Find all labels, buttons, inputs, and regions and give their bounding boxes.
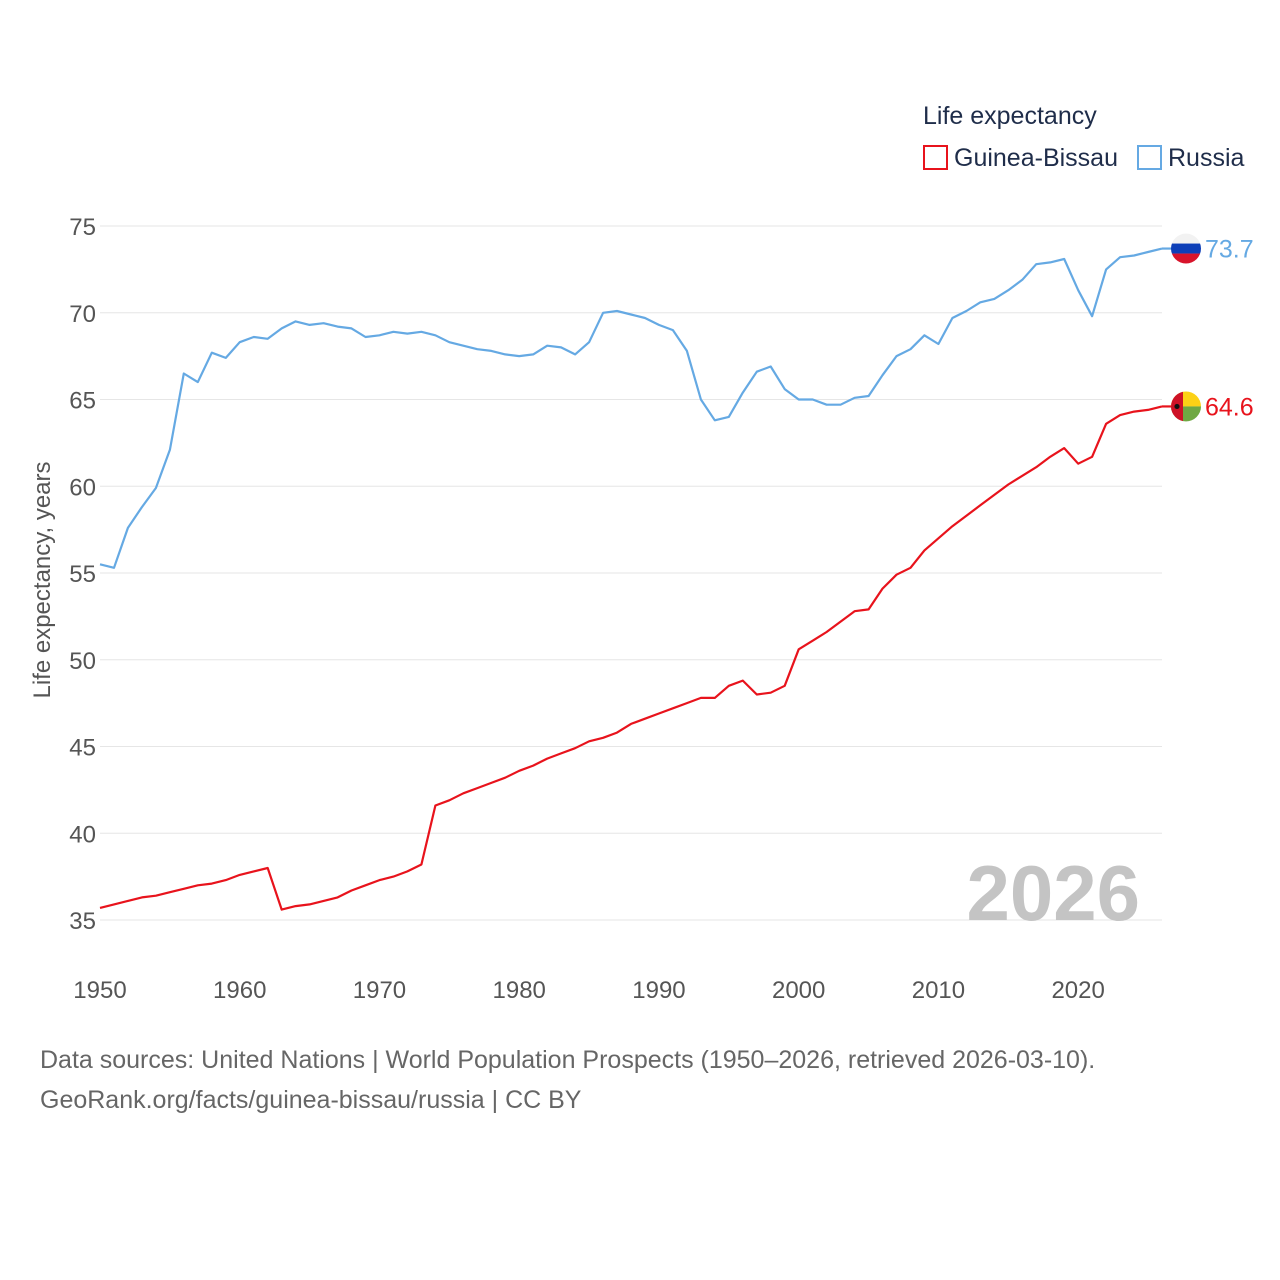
x-tick-label: 1980 <box>493 977 546 1004</box>
source-note: Data sources: United Nations | World Pop… <box>40 1040 1095 1120</box>
legend-title: Life expectancy <box>923 102 1097 130</box>
x-tick-label: 2010 <box>912 977 965 1004</box>
y-axis: 35 40 45 50 55 60 65 70 75 <box>69 214 96 935</box>
legend-label-guinea-bissau: Guinea-Bissau <box>954 144 1118 172</box>
series-line-guinea-bissau[interactable] <box>99 405 1163 911</box>
russia-flag-icon <box>1171 233 1201 264</box>
x-tick-label: 1970 <box>353 977 406 1004</box>
legend-item-guinea-bissau[interactable]: Guinea-Bissau <box>923 144 1118 172</box>
y-tick-label: 50 <box>69 648 96 675</box>
year-watermark: 2026 <box>966 849 1140 937</box>
legend-swatch-russia <box>1137 145 1162 170</box>
legend-label-russia: Russia <box>1168 144 1245 172</box>
end-label-russia: 73.7 <box>1205 236 1254 264</box>
life-expectancy-chart: 35 40 45 50 55 60 65 70 75 1950 1960 1970 1980 1990 2… <box>29 102 1254 1004</box>
x-tick-label: 2000 <box>772 977 825 1004</box>
y-tick-label: 40 <box>69 821 96 848</box>
x-tick-label: 2020 <box>1051 977 1104 1004</box>
source-line-2[interactable]: GeoRank.org/facts/guinea-bissau/russia |… <box>40 1086 582 1114</box>
x-tick-label: 1950 <box>73 977 126 1004</box>
series-lines <box>99 247 1163 911</box>
legend-swatch-guinea-bissau <box>923 145 948 170</box>
end-label-guinea-bissau: 64.6 <box>1205 393 1254 421</box>
y-tick-label: 45 <box>69 735 96 762</box>
gridlines <box>100 225 1162 921</box>
y-tick-label: 35 <box>69 908 96 935</box>
y-tick-label: 60 <box>69 474 96 501</box>
legend-item-russia[interactable]: Russia <box>1137 144 1245 172</box>
y-axis-label: Life expectancy, years <box>29 461 56 698</box>
y-tick-label: 70 <box>69 301 96 328</box>
end-markers: 64.6 73.7 <box>1162 233 1254 422</box>
x-tick-label: 1960 <box>213 977 266 1004</box>
source-line-1: Data sources: United Nations | World Pop… <box>40 1046 1096 1074</box>
legend: Life expectancy Guinea-Bissau Russia <box>923 102 1245 172</box>
x-axis: 1950 1960 1970 1980 1990 2000 2010 2020 <box>73 977 1105 1004</box>
guinea-bissau-flag-icon <box>1171 391 1201 422</box>
y-tick-label: 65 <box>69 388 96 415</box>
x-tick-label: 1990 <box>632 977 685 1004</box>
y-tick-label: 75 <box>69 214 96 241</box>
series-line-russia[interactable] <box>99 247 1163 569</box>
y-tick-label: 55 <box>69 561 96 588</box>
